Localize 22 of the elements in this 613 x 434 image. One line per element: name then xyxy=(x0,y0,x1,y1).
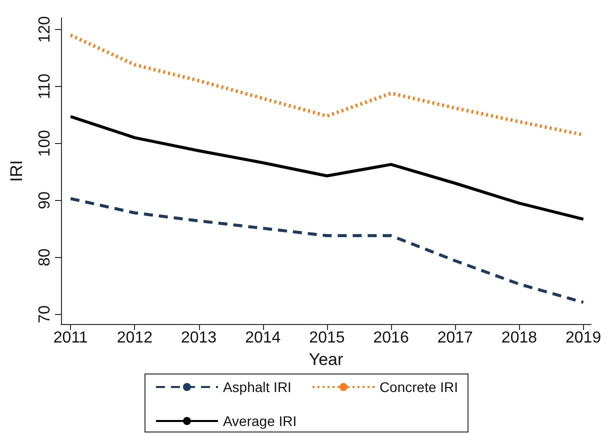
legend-label: Asphalt IRI xyxy=(222,379,292,395)
y-axis-title: IRI xyxy=(7,160,26,182)
x-tick-label: 2014 xyxy=(245,330,281,346)
x-tick-label: 2017 xyxy=(437,330,474,346)
line-series xyxy=(69,197,585,304)
x-tick-label: 2016 xyxy=(373,330,409,346)
legend-label: Concrete IRI xyxy=(379,379,458,395)
line-series xyxy=(69,115,585,221)
y-tick-label: 80 xyxy=(36,248,54,266)
x-tick-label: 2018 xyxy=(501,330,538,346)
y-tick-label: 110 xyxy=(36,74,54,100)
y-tick-label: 120 xyxy=(36,16,54,43)
x-tick-label: 2015 xyxy=(309,330,345,346)
x-axis-title: Year xyxy=(308,350,344,369)
y-tick-label: 70 xyxy=(36,305,54,324)
x-tick-label: 2011 xyxy=(53,330,88,346)
x-tick-label: 2019 xyxy=(566,330,602,346)
y-tick-label: 90 xyxy=(36,191,54,210)
x-tick-label: 2013 xyxy=(180,330,217,346)
y-tick-label: 100 xyxy=(36,130,54,157)
legend-label: Average IRI xyxy=(222,413,297,429)
x-tick-label: 2012 xyxy=(116,330,153,346)
